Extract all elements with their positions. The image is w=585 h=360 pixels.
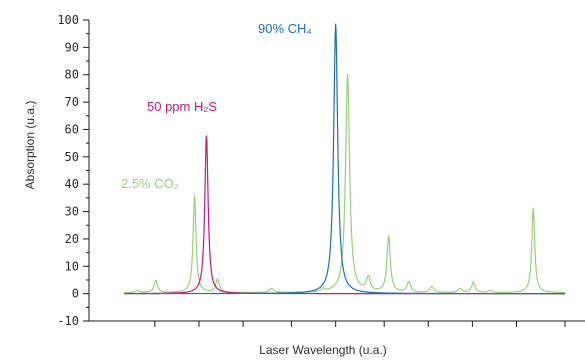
y-tick-label: 30 xyxy=(65,205,79,219)
y-axis: -10 0 10 20 30 40 50 60 70 80 90 100 xyxy=(57,13,90,328)
y-tick-label: 40 xyxy=(65,177,79,191)
y-tick-label: 80 xyxy=(65,68,79,82)
y-tick-label: -10 xyxy=(57,314,79,328)
annotation-ch4: 90% CH₄ xyxy=(258,21,312,36)
annotations-group: 90% CH₄ 50 ppm H₂S 2.5% CO₂ xyxy=(121,21,312,191)
y-tick-label: 0 xyxy=(72,287,79,301)
annotation-h2s: 50 ppm H₂S xyxy=(147,99,217,114)
y-tick-label: 60 xyxy=(65,122,79,136)
series-group xyxy=(123,23,566,295)
y-tick-label: 10 xyxy=(65,259,79,273)
y-tick-label: 50 xyxy=(65,150,79,164)
annotation-co2: 2.5% CO₂ xyxy=(121,176,179,191)
x-axis-title: Laser Wavelength (u.a.) xyxy=(259,343,387,357)
y-tick-label: 90 xyxy=(65,40,79,54)
series-line-ch4 xyxy=(123,23,566,295)
y-tick-label: 100 xyxy=(57,13,79,27)
series-line-co2 xyxy=(123,73,566,294)
y-tick-label: 20 xyxy=(65,232,79,246)
x-axis xyxy=(89,320,585,327)
y-axis-title: Absorption (u.a.) xyxy=(23,101,37,190)
y-tick-label: 70 xyxy=(65,95,79,109)
